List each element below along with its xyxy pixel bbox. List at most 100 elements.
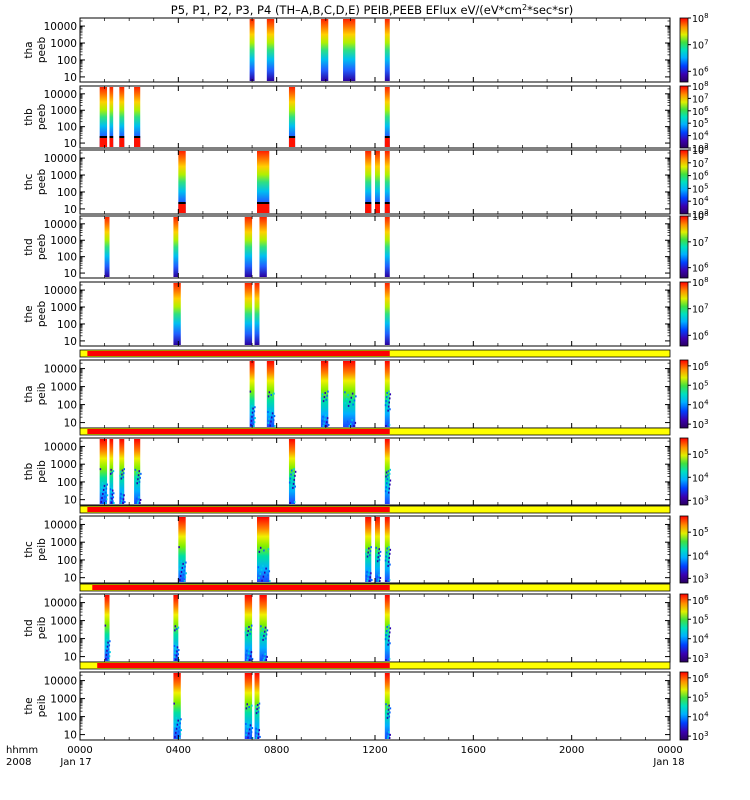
y-tick-label: 10000 (44, 21, 77, 33)
spectrogram-band (384, 595, 390, 661)
band-speckle (388, 635, 390, 638)
band-speckle (253, 425, 255, 427)
band-speckle (184, 565, 186, 568)
band-speckle (345, 424, 347, 427)
y-tick-label: 10000 (44, 285, 77, 297)
colorbar-tick-base: 10 (692, 615, 704, 626)
band-speckle (259, 735, 261, 738)
colorbar-tick-base: 10 (692, 381, 704, 392)
band-speckle (271, 416, 273, 419)
panel-ylabel-product: peib (36, 460, 48, 483)
band-speckle (244, 631, 247, 634)
status-bar-red (87, 507, 390, 512)
band-speckle (273, 415, 276, 418)
colorbar-tick-label: 108 (692, 276, 709, 289)
band-speckle (294, 474, 296, 477)
panel-ylabel-product: peeb (36, 104, 48, 131)
band-speckle (260, 658, 263, 661)
band-speckle (265, 578, 268, 581)
band-speckle (253, 410, 256, 413)
colorbar-tick-base: 10 (692, 278, 704, 289)
spectrogram-band (343, 19, 356, 81)
spectrogram-band (384, 517, 390, 582)
band-speckle (108, 655, 111, 658)
y-tick-label: 100 (57, 477, 77, 489)
band-speckle (111, 486, 113, 489)
band-speckle (254, 417, 256, 420)
band-speckle (246, 649, 248, 652)
x-axis: hhmm 2008 Jan 17 Jan 18 0000 0400 0800 1200… (6, 745, 685, 768)
band-speckle (248, 706, 250, 708)
band-speckle (258, 550, 261, 553)
band-speckle (251, 404, 253, 407)
band-speckle (271, 425, 273, 427)
colorbar-tick-exponent: 4 (704, 399, 709, 407)
band-speckle (260, 568, 263, 571)
band-speckle (100, 490, 102, 493)
band-speckle (174, 720, 177, 723)
band-speckle (110, 490, 113, 493)
band-speckle (267, 548, 270, 551)
band-speckle (245, 733, 247, 736)
band-speckle (249, 737, 251, 739)
colorbar-tick-exponent: 4 (704, 195, 709, 203)
y-tick-label: 10000 (44, 441, 77, 453)
band-speckle (258, 729, 261, 732)
colorbar-tick-label: 108 (692, 80, 709, 93)
band-speckle (101, 482, 104, 485)
x-tick-label: 0000 (657, 745, 682, 756)
band-speckle (245, 723, 247, 725)
band-speckle (104, 624, 107, 627)
spectrogram-band (99, 87, 108, 147)
band-speckle (102, 492, 104, 495)
band-speckle (350, 423, 352, 426)
band-speckle (249, 390, 252, 393)
band-low-energy-edge (119, 136, 125, 138)
band-speckle (389, 627, 392, 630)
band-speckle (386, 547, 388, 550)
band-speckle (268, 570, 271, 573)
colorbar-tick-base: 10 (692, 713, 704, 724)
band-speckle (262, 628, 264, 630)
band-speckle (120, 477, 123, 480)
band-low-energy-edge (178, 202, 186, 204)
spectrogram-band (288, 87, 296, 147)
band-speckle (122, 498, 125, 501)
colorbar-tick-label: 107 (692, 92, 709, 105)
band-speckle (108, 648, 110, 651)
band-speckle (388, 657, 391, 660)
band-speckle (351, 392, 354, 395)
colorbar-tick-label: 103 (692, 572, 709, 585)
band-speckle (267, 574, 269, 577)
band-speckle (385, 703, 387, 706)
band-speckle (389, 397, 391, 400)
band-speckle (108, 659, 110, 661)
colorbar-tick-base: 10 (692, 674, 704, 685)
band-speckle (387, 405, 390, 408)
band-speckle (367, 573, 370, 576)
band-speckle (387, 560, 390, 563)
band-speckle (110, 501, 113, 504)
band-speckle (175, 643, 177, 646)
band-speckle (384, 490, 387, 493)
band-speckle (183, 569, 185, 572)
panel-ylabel-product: peib (36, 382, 48, 405)
spectrogram-band (109, 87, 114, 147)
colorbar-tick-label: 104 (692, 711, 709, 724)
band-speckle (370, 546, 372, 549)
band-speckle (99, 468, 102, 471)
band-low-energy-edge (375, 202, 380, 204)
colorbar-tick-base: 10 (692, 14, 704, 25)
band-speckle (259, 546, 262, 549)
band-speckle (376, 560, 379, 563)
colorbar-tick-exponent: 5 (704, 117, 708, 125)
band-speckle (320, 397, 323, 400)
band-speckle (176, 723, 179, 726)
band-speckle (267, 411, 269, 413)
band-speckle (122, 472, 125, 475)
band-speckle (135, 501, 137, 504)
band-speckle (385, 659, 387, 661)
band-speckle (184, 576, 187, 579)
band-speckle (180, 729, 182, 732)
